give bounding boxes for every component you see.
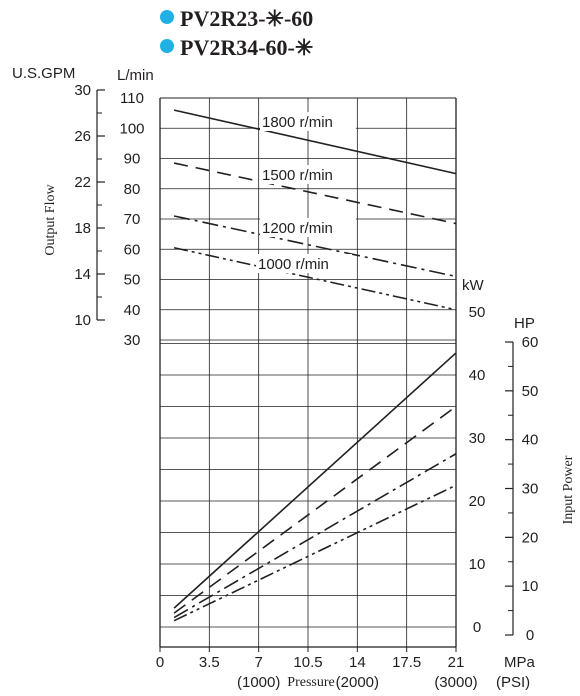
tick-labels: 3026221814103040506070809010011001020304… [74, 82, 538, 691]
hp-unit-label: HP [514, 315, 535, 332]
lmin-tick-label: 40 [124, 302, 141, 319]
title-bullet-icon [160, 39, 174, 53]
lmin-tick-label: 90 [124, 151, 141, 168]
pressure-axis-title: Pressure [287, 675, 334, 690]
output-flow-axis-title: Output Flow [43, 184, 58, 256]
hp-tick-label: 0 [526, 627, 534, 644]
gpm-tick-label: 22 [74, 174, 91, 191]
x-tick-label: 17.5 [392, 654, 421, 671]
psi-tick-label: (2000) [336, 674, 379, 691]
hp-tick-label: 20 [522, 529, 539, 546]
x-tick-label: 14 [349, 654, 366, 671]
power-series-line-1200 [173, 453, 457, 619]
hp-tick-label: 60 [522, 334, 539, 351]
kw-tick-label: 10 [469, 556, 486, 573]
flow-series-line-1500 [173, 162, 457, 225]
series-label-background [256, 254, 352, 273]
series-label-1500: 1500 r/min [262, 167, 333, 184]
plot-axes [96, 89, 514, 652]
kw-tick-label: 30 [469, 430, 486, 447]
input-power-series [173, 352, 457, 622]
gpm-tick-label: 18 [74, 220, 91, 237]
kw-tick-label: 20 [469, 493, 486, 510]
input-power-axis-title: Input Power [561, 455, 576, 524]
gpm-tick-label: 26 [74, 128, 91, 145]
series-label-1200: 1200 r/min [262, 220, 333, 237]
lmin-tick-label: 50 [124, 272, 141, 289]
lmin-tick-label: 100 [119, 120, 144, 137]
series-label-1800: 1800 r/min [262, 114, 333, 131]
title-bullet-icon [160, 10, 174, 24]
lmin-tick-label: 80 [124, 181, 141, 198]
psi-tick-label: (3000) [434, 674, 477, 691]
gpm-tick-label: 14 [74, 266, 91, 283]
hp-tick-label: 40 [522, 432, 539, 449]
kw-tick-label: 50 [469, 304, 486, 321]
lmin-tick-label: 70 [124, 211, 141, 228]
gpm-tick-label: 30 [74, 82, 91, 99]
hp-tick-label: 10 [522, 578, 539, 595]
series-label-background [260, 112, 356, 131]
kw-tick-label: 0 [473, 619, 481, 636]
x-tick-label: 21 [448, 654, 465, 671]
gpm-unit-label: U.S.GPM [12, 65, 75, 82]
lmin-unit-label: L/min [117, 67, 154, 84]
x-tick-label: 7 [254, 654, 262, 671]
title-line-2: PV2R34-60-✳ [180, 35, 313, 60]
lmin-tick-label: 110 [120, 90, 144, 107]
series-labels: 1800 r/min 1500 r/min 1200 r/min 1000 r/min [256, 112, 356, 273]
title-line-1: PV2R23-✳-60 [180, 6, 313, 31]
flow-series-line-1800 [173, 109, 457, 175]
mpa-unit-label: MPa [504, 654, 536, 671]
lmin-tick-label: 60 [124, 241, 141, 258]
power-series-line-1000 [173, 484, 457, 622]
kw-tick-label: 40 [469, 367, 486, 384]
power-series-line-1800 [173, 352, 457, 609]
series-label-1000: 1000 r/min [258, 256, 329, 273]
x-tick-label: 3.5 [199, 654, 220, 671]
series-label-background [260, 165, 356, 184]
psi-unit-label: (PSI) [496, 674, 530, 691]
gpm-tick-label: 10 [74, 312, 91, 329]
x-tick-label: 0 [156, 654, 164, 671]
plot-grid [159, 97, 457, 647]
output-flow-series [173, 109, 457, 311]
hp-tick-label: 30 [522, 481, 539, 498]
chart-title: PV2R23-✳-60 PV2R34-60-✳ [160, 6, 313, 60]
x-tick-label: 10.5 [293, 654, 322, 671]
kw-unit-label: kW [462, 277, 485, 294]
psi-tick-label: (1000) [237, 674, 280, 691]
power-series-line-1500 [173, 405, 457, 614]
hp-tick-label: 50 [522, 383, 539, 400]
flow-series-line-1200 [173, 215, 457, 278]
lmin-tick-label: 30 [124, 332, 141, 349]
series-label-background [260, 218, 356, 237]
